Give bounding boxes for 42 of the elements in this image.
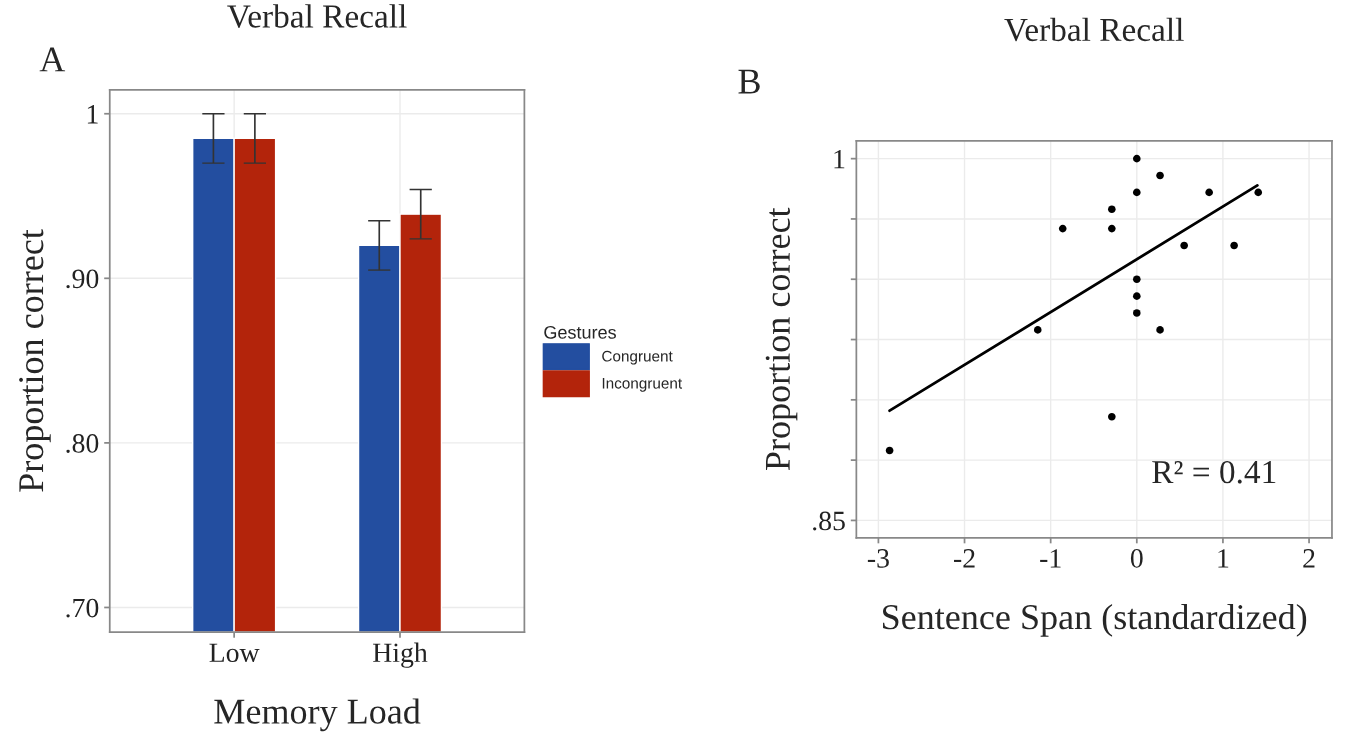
x-axis-title: Sentence Span (standardized) — [883, 603, 1307, 637]
x-tick-label: 2 — [1303, 549, 1315, 568]
x-tick-label: -3 — [867, 549, 889, 568]
x-tick-label: Low — [209, 643, 260, 663]
point — [1058, 224, 1067, 233]
y-tick-label: .85 — [813, 511, 845, 531]
point — [885, 446, 894, 455]
x-tick-label: -2 — [954, 549, 975, 568]
point — [1108, 205, 1116, 214]
y-tick-label: .90 — [66, 269, 99, 289]
legend-title: Gestures — [544, 325, 616, 339]
y-axis-title: Proportion correct — [765, 207, 798, 471]
chart-title: Verbal Recall — [1004, 17, 1184, 42]
point — [1156, 326, 1164, 334]
y-axis-title: Proportion correct — [19, 229, 51, 492]
x-tick-label: 0 — [1130, 549, 1143, 568]
point — [1108, 224, 1116, 233]
point — [1254, 188, 1263, 197]
point — [1132, 309, 1141, 317]
point — [1156, 171, 1164, 180]
legend-label: Incongruent — [602, 378, 683, 392]
point — [1230, 241, 1238, 250]
chart-title: Verbal Recall — [227, 4, 407, 28]
legend-label: Congruent — [602, 350, 673, 365]
y-tick-label: .70 — [66, 598, 99, 618]
text: B — [738, 69, 760, 94]
y-tick-label: 1 — [87, 105, 98, 124]
point — [1132, 292, 1141, 300]
point — [1108, 412, 1116, 421]
point — [1132, 275, 1141, 284]
x-tick-label: -1 — [1040, 549, 1061, 568]
point — [1132, 154, 1141, 163]
point — [1132, 188, 1141, 197]
x-axis-title: Memory Load — [214, 698, 421, 732]
point — [1180, 241, 1188, 250]
text: A — [39, 47, 66, 72]
y-tick-label: .80 — [66, 434, 99, 453]
point — [1205, 188, 1213, 197]
x-tick-label: 1 — [1218, 549, 1229, 568]
point — [1033, 326, 1042, 334]
annotation: R² = 0.41 — [1152, 460, 1276, 484]
x-tick-label: High — [373, 642, 428, 668]
